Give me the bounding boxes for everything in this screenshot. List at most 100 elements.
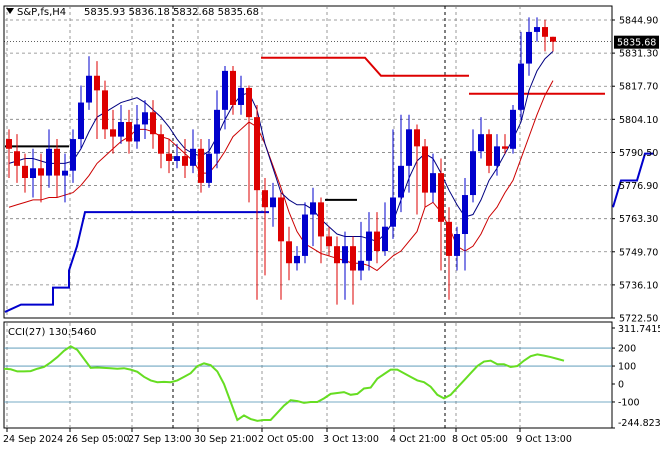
- cci-tick-label: 311.7415: [618, 324, 660, 335]
- candle-body-down: [166, 153, 172, 161]
- candle-body-up: [142, 112, 148, 125]
- candle: [94, 61, 100, 140]
- candle: [550, 36, 556, 52]
- candle-body-down: [150, 112, 156, 135]
- candle-body-down: [262, 190, 268, 208]
- candle: [102, 80, 108, 140]
- candle-body-up: [190, 148, 196, 166]
- candle: [254, 104, 260, 300]
- candle-body-down: [542, 27, 548, 37]
- candle: [22, 153, 28, 193]
- candle-body-down: [94, 75, 100, 91]
- candle-body-down: [126, 122, 132, 142]
- candle-body-up: [462, 195, 468, 235]
- candle-body-up: [526, 31, 532, 64]
- candle: [350, 236, 356, 305]
- candle: [262, 178, 268, 276]
- candle-body-down: [158, 134, 164, 154]
- candle: [342, 231, 348, 300]
- candle: [406, 114, 412, 193]
- candle-body-up: [510, 109, 516, 149]
- cci-tick-label: 0: [618, 380, 624, 391]
- candle-body-up: [118, 122, 124, 137]
- candle: [230, 66, 236, 115]
- candle: [150, 100, 156, 149]
- candle: [310, 187, 316, 247]
- candle-body-up: [470, 151, 476, 196]
- candle-body-down: [446, 221, 452, 256]
- cci-line: [3, 345, 565, 422]
- current-price-tag-bg: [614, 35, 659, 49]
- candle: [110, 109, 116, 154]
- upper-level-line: [261, 56, 469, 77]
- candle: [206, 139, 212, 188]
- candle-body-up: [398, 165, 404, 198]
- main-price-panel: 5844.90 5831.30 5817.70 5804.10 5790.50 5776.…: [3, 5, 659, 325]
- candle-body-down: [438, 173, 444, 222]
- candle: [6, 129, 12, 179]
- candle: [358, 221, 364, 281]
- candle-body-up: [134, 124, 140, 142]
- candle: [246, 85, 252, 203]
- lower-level-line: [612, 152, 653, 208]
- candle-body-up: [238, 87, 244, 105]
- price-tick-label: 5763.30: [619, 214, 658, 225]
- candle: [126, 109, 132, 154]
- candles: [6, 17, 556, 305]
- candle-body-up: [534, 27, 540, 32]
- time-tick-label: 27 Sep 13:00: [128, 434, 191, 445]
- candle: [462, 178, 468, 271]
- time-tick-label: 2 Oct 05:00: [258, 434, 314, 445]
- candle-body-up: [406, 129, 412, 166]
- candle: [454, 226, 460, 271]
- candle-body-up: [174, 156, 180, 161]
- candle-body-up: [46, 148, 52, 176]
- price-tick-label: 5831.30: [619, 49, 658, 60]
- cci-label: CCI(27) 130.5460: [8, 327, 96, 338]
- price-tick-label: 5736.10: [619, 280, 658, 291]
- candle-body-down: [374, 231, 380, 252]
- candle-body-down: [502, 146, 508, 149]
- time-tick-label: 3 Oct 13:00: [323, 434, 379, 445]
- candle-body-up: [222, 70, 228, 110]
- candle: [302, 202, 308, 264]
- price-tick-label: 5749.70: [619, 247, 658, 258]
- candle: [486, 129, 492, 174]
- session-vlines: [172, 6, 446, 318]
- candle: [510, 104, 516, 154]
- cci-axis: 311.7415 200 100 0 -100 -244.8232: [612, 324, 660, 429]
- candle-body-down: [278, 197, 284, 242]
- candle-body-down: [326, 236, 332, 247]
- candle: [14, 134, 20, 183]
- slow-ma-line: [8, 80, 554, 272]
- candle-body-down: [38, 168, 44, 176]
- price-tick-label: 5844.90: [619, 16, 658, 27]
- candle: [78, 85, 84, 149]
- candle-body-up: [30, 168, 36, 179]
- candle: [478, 117, 484, 159]
- candle: [142, 100, 148, 140]
- candle: [174, 143, 180, 169]
- candle-body-up: [62, 170, 68, 176]
- candle-body-up: [270, 197, 276, 208]
- current-price-tag: 5835.68: [614, 35, 659, 49]
- candle: [166, 139, 172, 174]
- candle: [118, 104, 124, 144]
- symbol-dropdown-icon[interactable]: [6, 8, 14, 14]
- candle-body-down: [334, 246, 340, 264]
- candle-body-up: [78, 102, 84, 140]
- cci-panel-frame: [3, 321, 613, 429]
- candle-body-down: [110, 129, 116, 137]
- candle-body-up: [518, 63, 524, 110]
- candle-body-up: [302, 214, 308, 256]
- candle-body-down: [230, 70, 236, 105]
- candle: [54, 139, 60, 198]
- candle: [294, 246, 300, 271]
- candle: [542, 19, 548, 52]
- candle: [86, 56, 92, 110]
- candle: [62, 153, 68, 203]
- candle-body-down: [182, 156, 188, 166]
- candle: [46, 129, 52, 188]
